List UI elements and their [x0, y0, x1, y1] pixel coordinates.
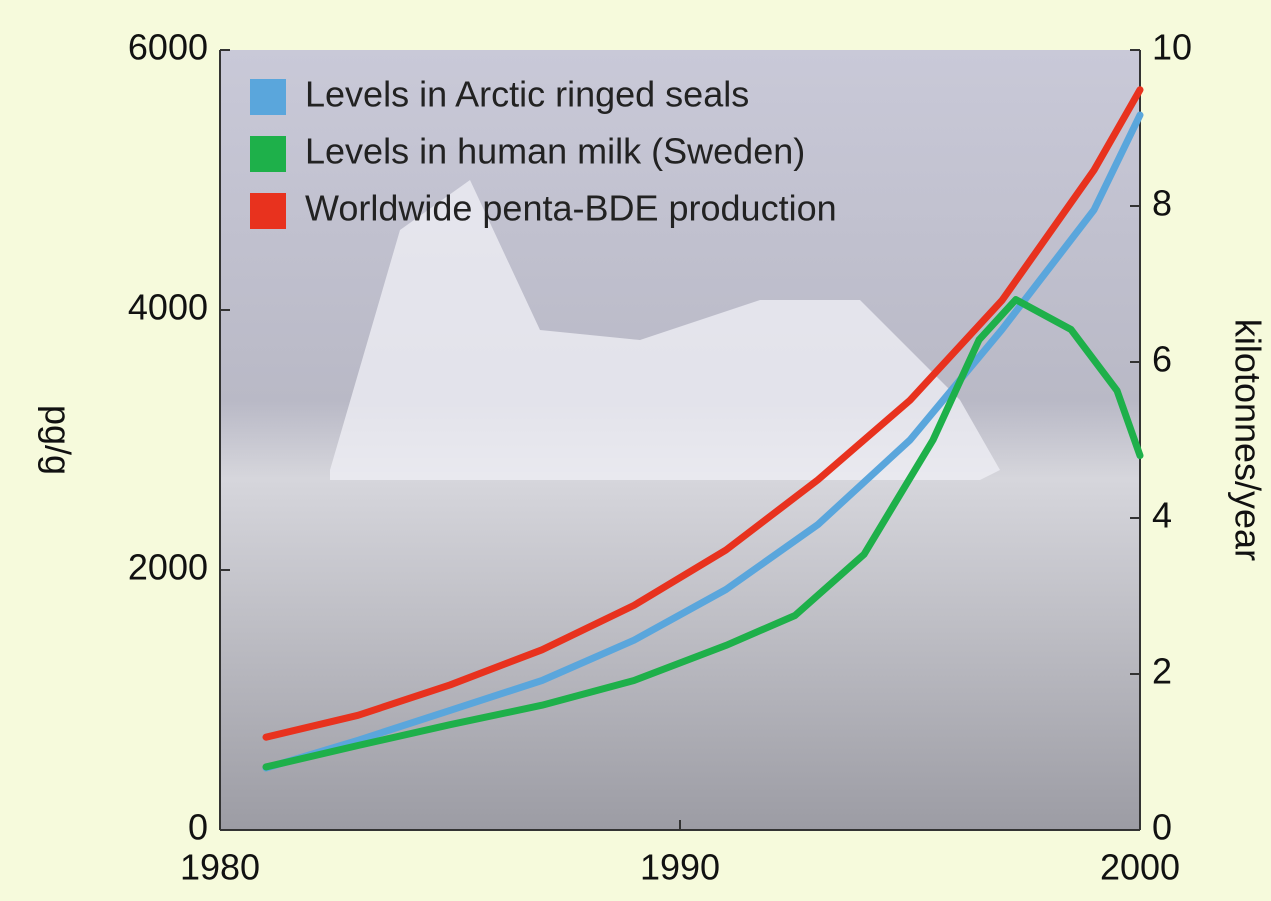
- iceberg-backdrop: [330, 180, 1000, 480]
- legend-swatch: [250, 193, 286, 229]
- series-line: [262, 296, 1144, 771]
- x-tick-label: 1980: [180, 847, 260, 888]
- legend-swatch: [250, 136, 286, 172]
- y2-tick-label: 4: [1152, 495, 1172, 536]
- y-tick-label: 2000: [128, 547, 208, 588]
- series-line: [262, 86, 1144, 741]
- y2-tick-label: 8: [1152, 183, 1172, 224]
- y2-tick-label: 10: [1152, 27, 1192, 68]
- y2-tick-label: 6: [1152, 339, 1172, 380]
- legend-swatch: [250, 79, 286, 115]
- y-tick-label: 0: [188, 807, 208, 848]
- x-tick-label: 2000: [1100, 847, 1180, 888]
- series-line: [262, 111, 1144, 772]
- y2-tick-label: 0: [1152, 807, 1172, 848]
- legend-text: Levels in Arctic ringed seals: [305, 74, 749, 115]
- y-axis-title: pg/g: [37, 405, 78, 475]
- y2-tick-label: 2: [1152, 651, 1172, 692]
- y2-axis-title: kilotonnes/year: [1227, 319, 1268, 561]
- y-tick-label: 4000: [128, 287, 208, 328]
- y-tick-label: 6000: [128, 27, 208, 68]
- legend-text: Levels in human milk (Sweden): [305, 131, 805, 172]
- legend-text: Worldwide penta-BDE production: [305, 188, 837, 229]
- x-tick-label: 1990: [640, 847, 720, 888]
